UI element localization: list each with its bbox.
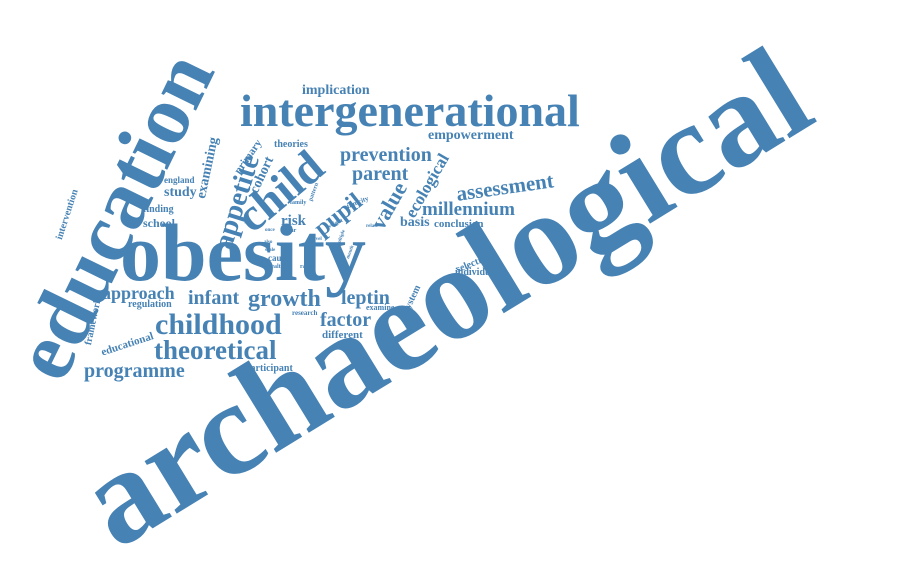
word-theoretical: theoretical bbox=[154, 335, 277, 365]
word-implication: implication bbox=[302, 83, 370, 98]
word-research: research bbox=[292, 309, 318, 317]
word-different: different bbox=[322, 329, 363, 341]
word-family: family bbox=[290, 200, 307, 206]
word-childhood: childhood bbox=[155, 308, 282, 341]
word-obesity: obesity bbox=[120, 207, 366, 298]
word-prevention: prevention bbox=[340, 144, 432, 166]
word-parent: parent bbox=[352, 163, 409, 185]
word-growth: growth bbox=[248, 286, 321, 312]
word-regulation: regulation bbox=[128, 299, 172, 310]
word-programme: programme bbox=[84, 360, 185, 382]
word-leptin: leptin bbox=[341, 287, 390, 309]
word-scale: scale bbox=[265, 248, 276, 253]
word-infant: infant bbox=[188, 287, 240, 309]
word-theories: theories bbox=[274, 139, 308, 150]
word-cause: cause bbox=[268, 253, 289, 263]
word-approach: approach bbox=[102, 283, 175, 303]
word-millennium: millennium bbox=[422, 199, 515, 220]
word-also: also bbox=[264, 240, 273, 245]
word-range: range bbox=[300, 264, 315, 270]
word-factor: factor bbox=[320, 309, 372, 331]
word-educational: educational bbox=[99, 330, 156, 359]
word-study: study bbox=[164, 185, 197, 200]
word-examine: examine bbox=[366, 303, 395, 312]
word-relate: relate bbox=[366, 224, 379, 229]
word-school: school bbox=[143, 216, 176, 230]
word-once: once bbox=[265, 228, 275, 233]
word-risk: risk bbox=[281, 213, 307, 229]
word-individual: individual bbox=[455, 267, 499, 278]
word-finding: finding bbox=[143, 204, 174, 215]
word-basis: basis bbox=[400, 215, 430, 230]
word-empowerment: empowerment bbox=[428, 128, 514, 143]
word-level: level bbox=[312, 237, 322, 242]
word-england: england bbox=[164, 175, 195, 185]
word-intergenerational: intergenerational bbox=[240, 85, 580, 136]
word-year: year bbox=[285, 228, 297, 234]
word-health: health bbox=[268, 264, 285, 270]
word-participant: participant bbox=[245, 363, 293, 374]
word-conclusion: conclusion bbox=[434, 218, 484, 230]
